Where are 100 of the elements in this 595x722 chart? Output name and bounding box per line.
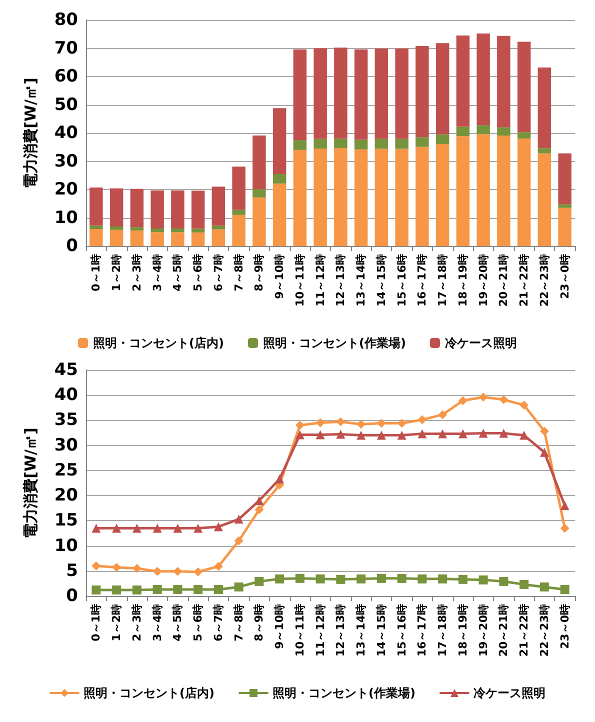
- bar: [538, 148, 552, 154]
- y-tick-label: 40: [54, 385, 78, 406]
- bar: [90, 188, 103, 226]
- x-tick-label: 23～0時: [558, 604, 572, 649]
- y-tick-label: 80: [54, 10, 78, 30]
- point: [438, 429, 448, 438]
- bar: [416, 146, 429, 246]
- bar: [497, 127, 510, 136]
- bar: [171, 232, 184, 246]
- x-tick-label: 10～11時: [293, 254, 306, 307]
- x-tick-label: 6～7時: [212, 604, 225, 642]
- bar: [232, 210, 246, 215]
- bar: [456, 136, 470, 246]
- point: [112, 562, 122, 572]
- x-tick-label: 12～13時: [334, 254, 348, 307]
- point: [254, 576, 264, 586]
- bar: [110, 226, 124, 230]
- point: [458, 396, 468, 406]
- legend-label: 冷ケース照明: [444, 336, 517, 350]
- bar: [416, 46, 429, 138]
- x-tick-label: 8～9時: [252, 604, 266, 642]
- bar: [436, 144, 450, 246]
- x-tick-label: 14～15時: [374, 604, 388, 657]
- point: [478, 575, 488, 584]
- point: [336, 417, 346, 426]
- x-tick-label: 4～5時: [171, 604, 184, 642]
- x-tick-label: 23～0時: [558, 254, 572, 299]
- point: [560, 501, 570, 510]
- point: [397, 574, 406, 583]
- x-tick-label: 21～22時: [518, 254, 531, 307]
- x-tick-label: 5～6時: [192, 604, 205, 642]
- bar: [334, 148, 348, 246]
- point: [336, 574, 346, 584]
- bar: [130, 230, 144, 246]
- bar: [293, 150, 307, 246]
- legend-label: 照明・コンセント(作業場): [272, 686, 416, 700]
- x-tick-label: 16～17時: [416, 254, 429, 307]
- bar: [395, 48, 408, 139]
- x-tick-label: 1～2時: [110, 604, 124, 642]
- bar: [395, 148, 408, 246]
- x-tick-label: 10～11時: [293, 604, 306, 657]
- bar: [334, 138, 348, 148]
- point: [418, 574, 427, 584]
- bar: [272, 184, 286, 246]
- point: [520, 580, 529, 589]
- point: [92, 585, 101, 594]
- bar: [354, 149, 368, 246]
- x-tick-label: 3～4時: [150, 254, 164, 292]
- bar: [354, 49, 368, 140]
- point: [438, 410, 448, 420]
- legend-label: 照明・コンセント(店内): [84, 686, 214, 700]
- bar: [293, 49, 307, 140]
- y-tick-label: 20: [54, 180, 78, 200]
- bar: [212, 186, 226, 226]
- bar: [558, 153, 572, 204]
- y-tick-label: 30: [54, 435, 78, 456]
- y-tick-label: 5: [66, 560, 78, 581]
- legend-label: 冷ケース照明: [473, 686, 546, 700]
- y-axis-title: 電力消費[W/㎡]: [22, 78, 40, 188]
- legend-label: 照明・コンセント(店内): [93, 336, 224, 350]
- x-tick-label: 14～15時: [374, 254, 388, 307]
- bar: [212, 229, 226, 246]
- bar: [150, 232, 164, 246]
- bar: [416, 137, 429, 147]
- x-tick-label: 5～6時: [192, 254, 205, 292]
- bar: [436, 134, 450, 144]
- y-tick-label: 25: [54, 460, 78, 480]
- y-tick-label: 45: [54, 360, 78, 380]
- y-tick-label: 10: [54, 536, 78, 556]
- x-tick-label: 20～21時: [497, 254, 510, 307]
- point: [275, 474, 284, 484]
- point: [397, 430, 406, 440]
- point: [132, 585, 142, 594]
- x-tick-label: 1～2時: [110, 254, 124, 292]
- x-tick-label: 20～21時: [497, 604, 510, 657]
- x-tick-label: 17～18時: [436, 604, 450, 657]
- x-tick-label: 9～10時: [273, 604, 286, 649]
- bar: [538, 153, 552, 246]
- bar: [232, 214, 246, 246]
- bar: [497, 36, 510, 128]
- point: [254, 505, 264, 514]
- point: [376, 574, 386, 583]
- bar: [374, 138, 388, 149]
- y-tick-label: 0: [66, 586, 78, 606]
- point: [458, 574, 468, 584]
- x-tick-label: 19～20時: [476, 254, 490, 307]
- bar: [476, 125, 490, 134]
- point: [152, 584, 162, 594]
- bar: [110, 188, 124, 227]
- bar: [171, 228, 184, 232]
- x-tick-label: 17～18時: [436, 254, 450, 307]
- bar: [150, 228, 164, 232]
- bar: [354, 140, 368, 150]
- bar: [456, 126, 470, 136]
- point: [316, 430, 325, 440]
- x-tick-label: 2～3時: [130, 604, 144, 642]
- x-tick-label: 11～12時: [314, 254, 327, 307]
- point: [560, 524, 570, 533]
- point: [478, 428, 488, 438]
- point: [152, 524, 162, 533]
